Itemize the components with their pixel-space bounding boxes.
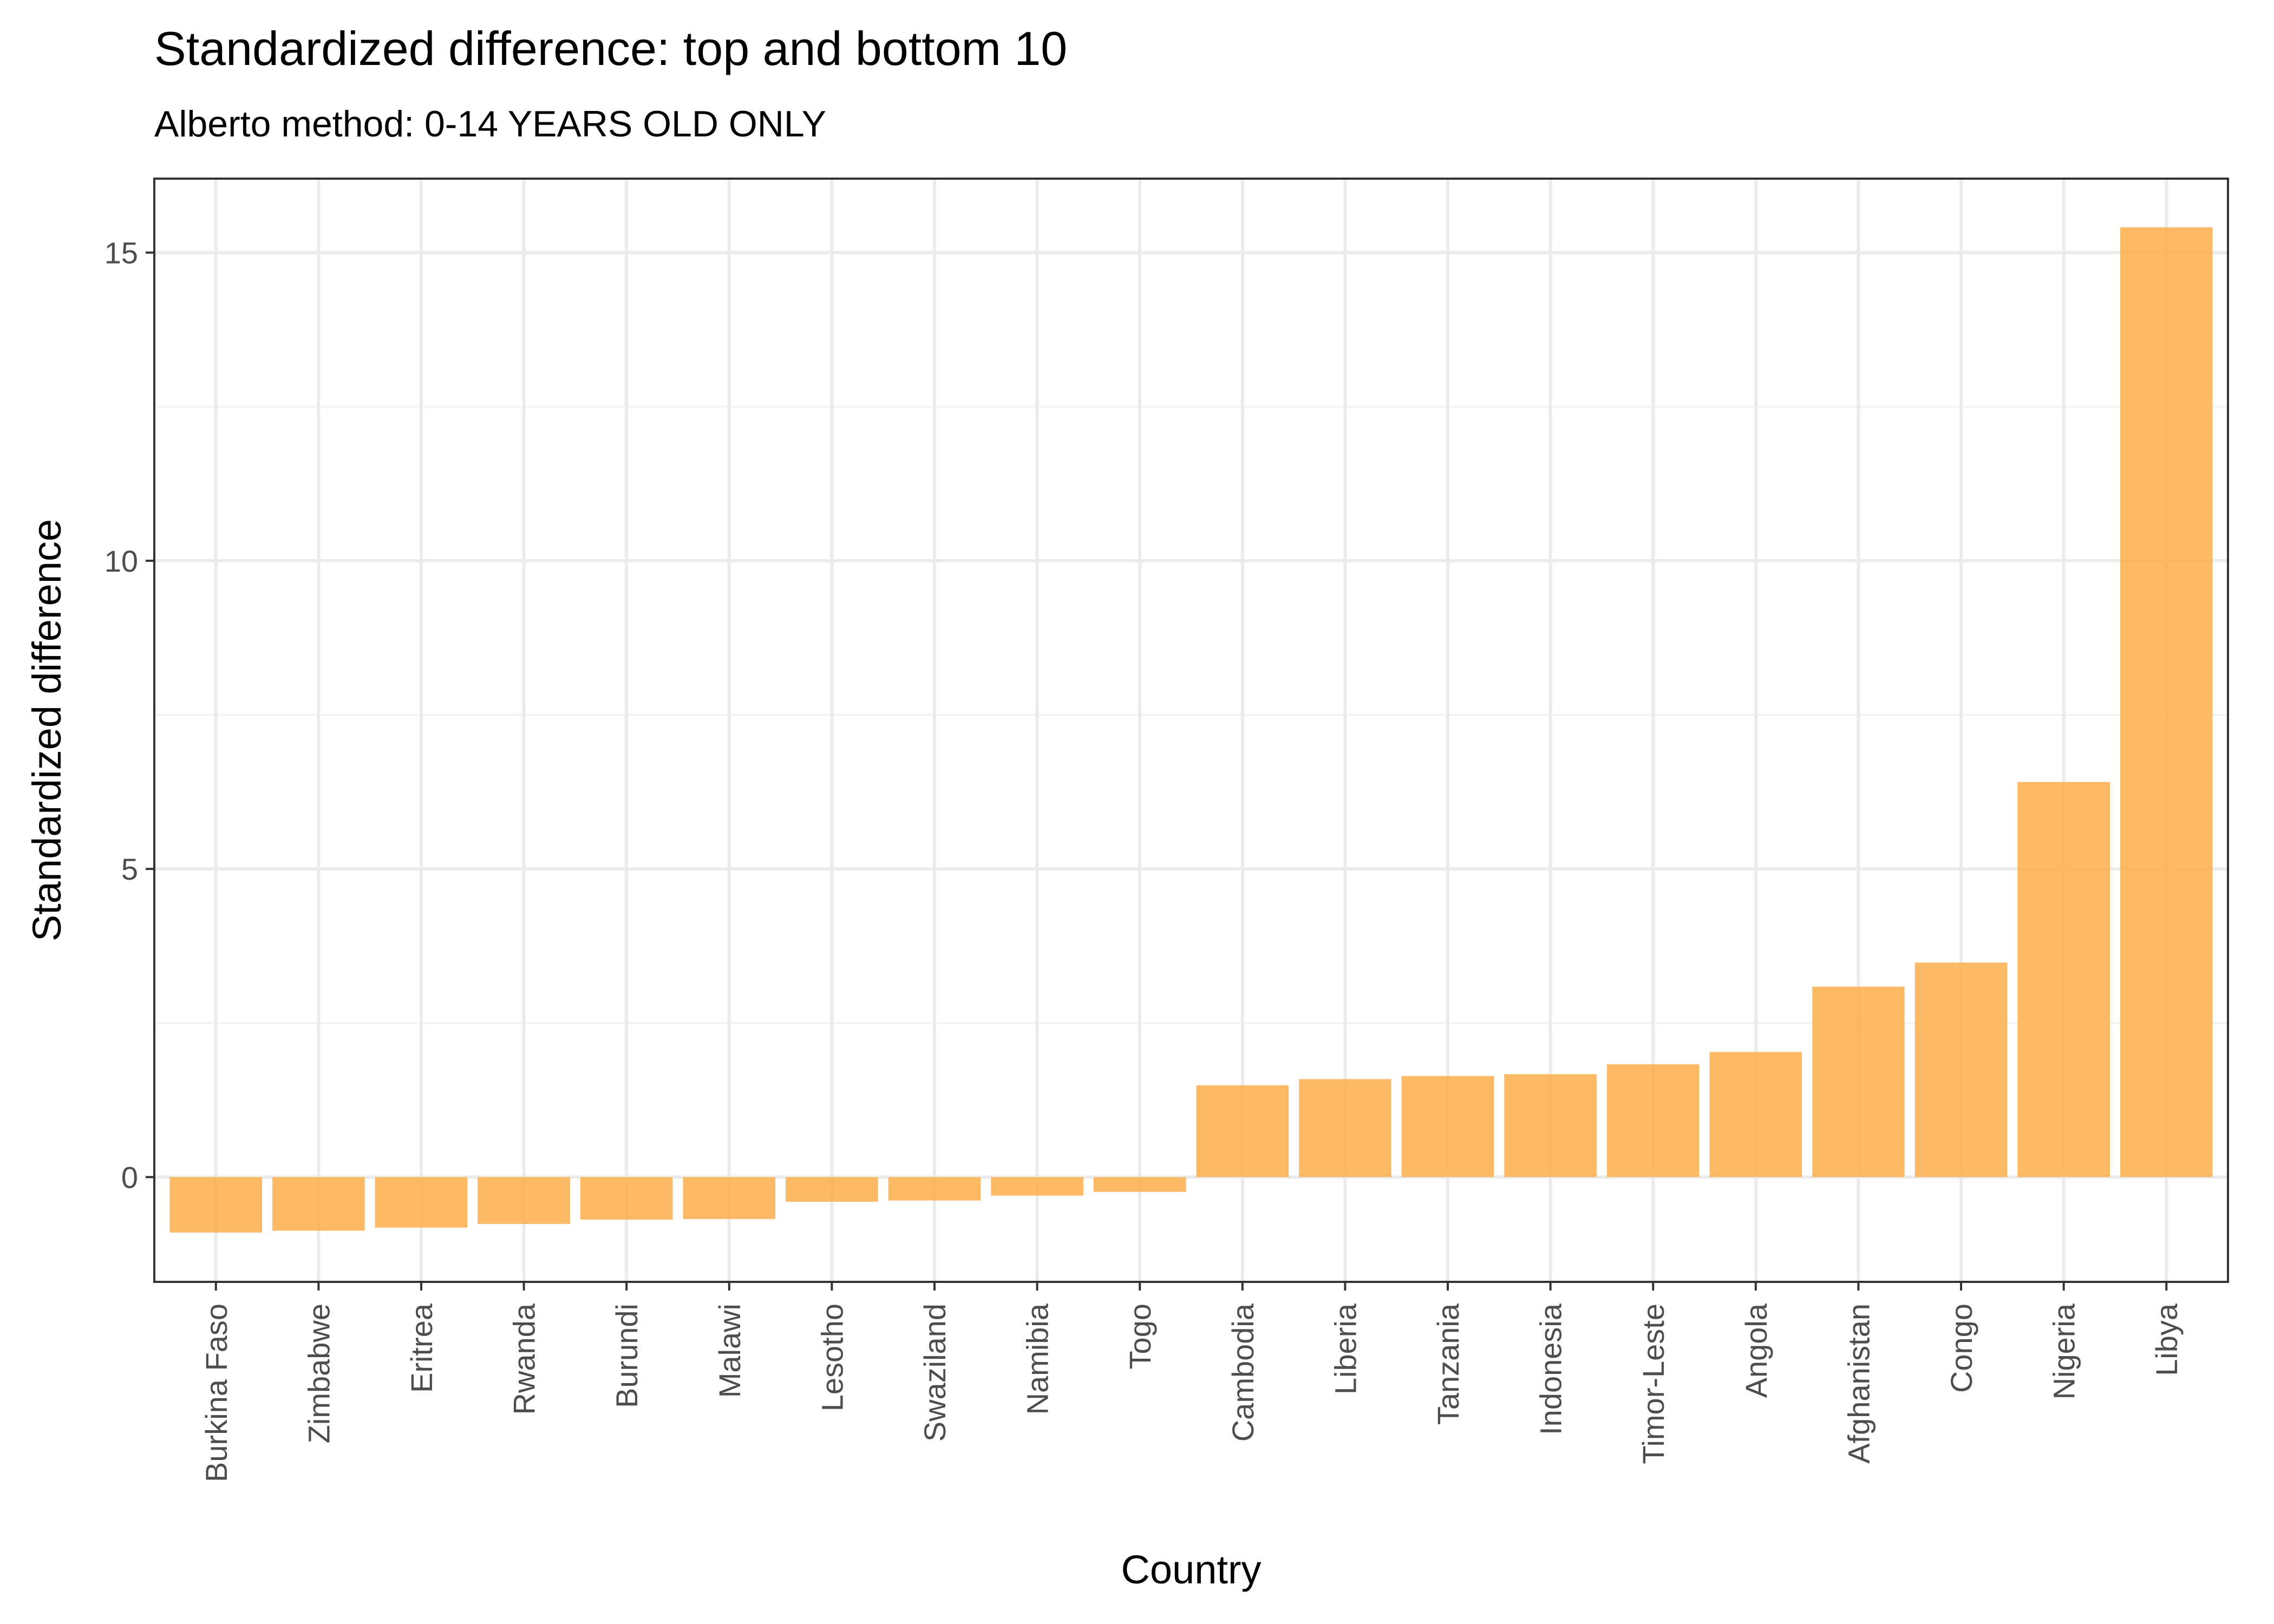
x-tick-label: Nigeria [2047,1303,2081,1399]
bar [786,1177,878,1202]
y-axis-title: Standardized difference [24,519,69,941]
bar [1914,962,2008,1177]
bar [1093,1177,1186,1192]
y-tick-label: 5 [121,852,138,886]
x-tick-label: Malawi [713,1304,747,1398]
bars [169,227,2213,1233]
x-tick-label: Rwanda [507,1303,541,1415]
x-tick-label: Afghanistan [1841,1304,1876,1464]
bar [272,1177,365,1231]
x-tick-label: Libya [2149,1303,2184,1376]
x-tick-label: Lesotho [815,1304,849,1411]
x-tick-label: Eritrea [404,1303,439,1393]
x-axis-title: Country [1121,1547,1261,1592]
bar [888,1177,981,1201]
bar [478,1177,570,1224]
bar [2017,782,2110,1177]
bar [580,1177,673,1220]
x-tick-label: Togo [1123,1304,1157,1369]
x-tick-label: Tanzania [1431,1303,1465,1425]
chart-subtitle: Alberto method: 0-14 YEARS OLD ONLY [154,103,826,145]
x-tick-label: Burundi [610,1304,644,1408]
bar [375,1177,468,1228]
panel-border [153,178,2229,1283]
y-tick-label: 15 [104,236,138,270]
x-tick-label: Burkina Faso [199,1304,233,1482]
x-tick-label: Congo [1944,1304,1978,1393]
bar [1196,1085,1289,1177]
x-tick-label: Timor-Leste [1636,1304,1670,1464]
y-tick-label: 10 [104,544,138,578]
bar [683,1177,776,1219]
bar [1812,986,1905,1177]
x-tick-label: Namibia [1021,1303,1055,1415]
bar [1709,1052,1802,1177]
x-tick-label: Angola [1739,1303,1773,1398]
x-tick-label: Swaziland [918,1304,952,1442]
y-tick-label: 0 [121,1160,138,1194]
bar [1299,1079,1391,1177]
x-tick-label: Cambodia [1226,1303,1260,1442]
chart-title: Standardized difference: top and bottom … [154,22,1067,75]
bar [2120,227,2213,1177]
bar [1504,1074,1597,1177]
bar [1606,1064,1700,1177]
x-tick-label: Zimbabwe [302,1304,336,1443]
bar [991,1177,1083,1196]
axes: 0 5 10 15 Burkina Faso Zimbabwe Eritrea Rwanda B… [104,236,2184,1482]
x-tick-label: Indonesia [1534,1303,1568,1435]
bar [1401,1076,1494,1177]
bar [169,1177,263,1233]
x-tick-label: Liberia [1328,1303,1362,1394]
